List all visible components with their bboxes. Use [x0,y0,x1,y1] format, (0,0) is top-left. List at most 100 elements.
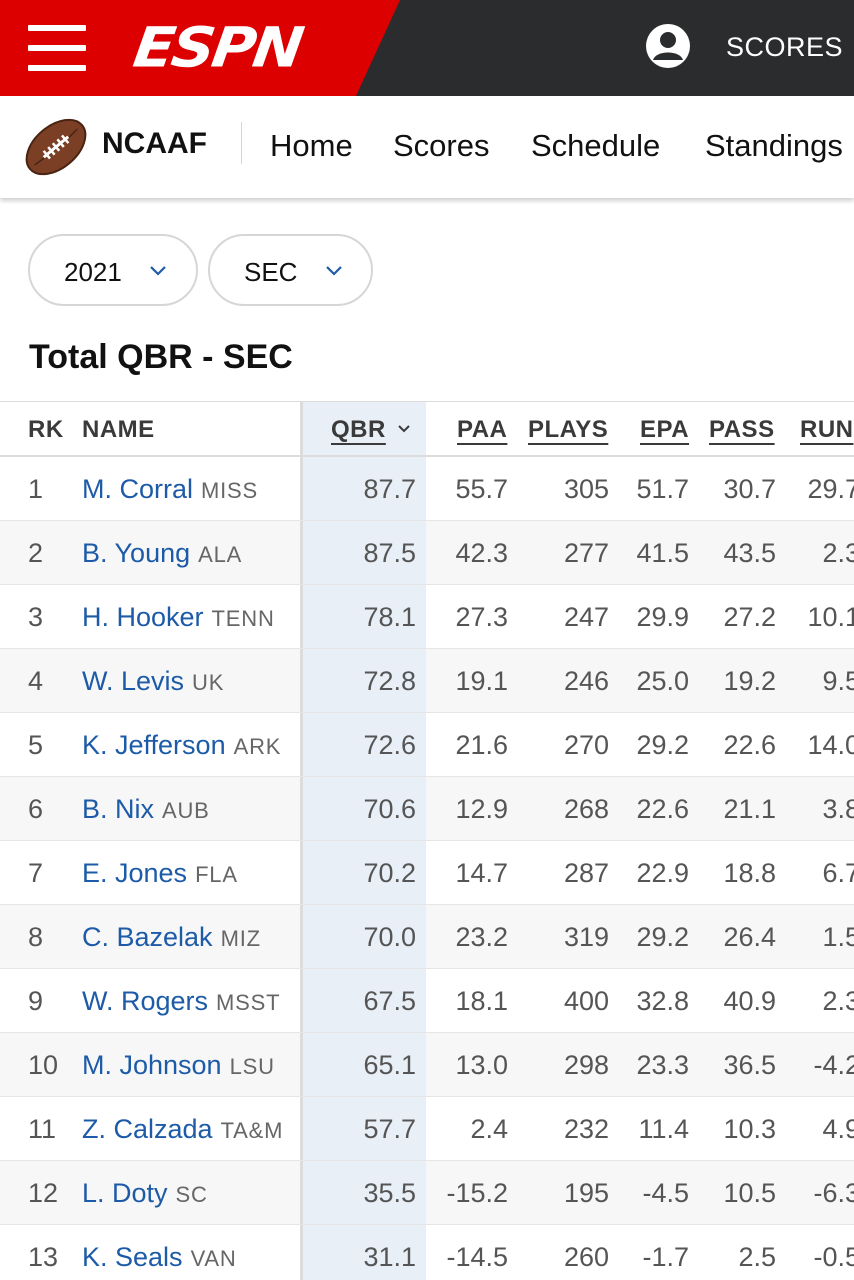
espn-top-bar: ESPN SCORES [0,0,854,96]
cell-plays: 260 [563,1242,609,1272]
player-link[interactable]: L. Doty [82,1178,168,1208]
cell-run: 6.7 [822,858,854,888]
cell-paa: 12.9 [455,794,508,824]
cell-pass: 27.2 [723,602,776,632]
team-abbrev: MSST [216,990,281,1015]
col-epa[interactable]: EPA [640,416,690,443]
qbr-table: RK NAME QBR PAA PLAYS EPA PASS RUN 1 M. C… [0,401,854,1280]
subnav-divider [241,122,242,164]
cell-pass: 43.5 [723,538,776,568]
cell-plays: 298 [563,1050,609,1080]
cell-epa: 51.7 [636,474,689,504]
cell-player: K. Seals VAN [82,1242,237,1273]
player-link[interactable]: K. Seals [82,1242,183,1272]
cell-plays: 305 [563,474,609,504]
player-link[interactable]: E. Jones [82,858,188,888]
cell-qbr: 87.7 [363,474,416,504]
table-body: 1 M. Corral MISS 87.7 55.7 305 51.7 30.7 29.7 2 B.… [0,457,854,1280]
table-row: 5 K. Jefferson ARK 72.6 21.6 270 29.2 22.6 14.0 [0,713,854,777]
espn-logo[interactable]: ESPN [129,15,305,81]
nav-home[interactable]: Home [270,128,353,163]
col-paa[interactable]: PAA [457,416,508,443]
player-link[interactable]: C. Bazelak [82,922,213,952]
table-row: 9 W. Rogers MSST 67.5 18.1 400 32.8 40.9 2.3 [0,969,854,1033]
cell-qbr: 87.5 [363,538,416,568]
cell-paa: 14.7 [455,858,508,888]
cell-pass: 10.5 [723,1178,776,1208]
cell-epa: 29.2 [636,730,689,760]
col-pass[interactable]: PASS [709,416,775,443]
cell-paa: 13.0 [455,1050,508,1080]
cell-qbr: 72.8 [363,666,416,696]
cell-epa: 29.2 [636,922,689,952]
col-plays[interactable]: PLAYS [528,416,609,443]
cell-plays: 270 [563,730,609,760]
cell-qbr: 65.1 [363,1050,416,1080]
player-link[interactable]: B. Young [82,538,191,568]
cell-qbr: 70.0 [363,922,416,952]
cell-paa: 21.6 [455,730,508,760]
cell-run: -0.5 [813,1242,854,1272]
table-row: 8 C. Bazelak MIZ 70.0 23.2 319 29.2 26.4 1.5 [0,905,854,969]
cell-epa: 22.6 [636,794,689,824]
cell-qbr: 72.6 [363,730,416,760]
menu-icon[interactable] [28,25,86,71]
cell-epa: 22.9 [636,858,689,888]
conference-dropdown[interactable]: SEC [208,234,373,306]
nav-schedule[interactable]: Schedule [531,128,661,163]
player-link[interactable]: K. Jefferson [82,730,226,760]
table-header: RK NAME QBR PAA PLAYS EPA PASS RUN [0,401,854,457]
cell-plays: 287 [563,858,609,888]
cell-qbr: 31.1 [363,1242,416,1272]
cell-epa: 23.3 [636,1050,689,1080]
cell-rank: 5 [28,730,44,760]
cell-qbr: 57.7 [363,1114,416,1144]
cell-epa: 29.9 [636,602,689,632]
col-run[interactable]: RUN [800,416,854,443]
nav-scores[interactable]: Scores [393,128,490,163]
sport-subnav: NCAAF Home Scores Schedule Standings [0,96,854,198]
frozen-column-edge [300,713,302,776]
cell-plays: 319 [563,922,609,952]
cell-paa: 18.1 [455,986,508,1016]
table-row: 6 B. Nix AUB 70.6 12.9 268 22.6 21.1 3.8 [0,777,854,841]
col-qbr[interactable]: QBR [331,416,386,443]
nav-standings[interactable]: Standings [705,128,843,163]
cell-player: M. Corral MISS [82,474,258,505]
frozen-column-edge [300,777,302,840]
cell-run: 9.5 [822,666,854,696]
player-link[interactable]: B. Nix [82,794,155,824]
season-dropdown[interactable]: 2021 [28,234,198,306]
player-link[interactable]: W. Rogers [82,986,209,1016]
user-account-icon[interactable] [645,23,691,69]
player-link[interactable]: M. Johnson [82,1050,222,1080]
cell-player: W. Rogers MSST [82,986,280,1017]
sorted-column-highlight [302,1097,426,1160]
frozen-column-edge [300,1033,302,1096]
team-abbrev: ARK [233,734,282,759]
scores-link[interactable]: SCORES [726,32,844,62]
frozen-column-edge [300,1097,302,1160]
player-link[interactable]: H. Hooker [82,602,204,632]
frozen-column-edge [300,649,302,712]
frozen-column-edge [300,969,302,1032]
cell-pass: 40.9 [723,986,776,1016]
sorted-column-highlight [302,713,426,776]
cell-epa: 25.0 [636,666,689,696]
cell-qbr: 70.2 [363,858,416,888]
sort-desc-icon [398,425,410,433]
cell-paa: 55.7 [455,474,508,504]
league-name[interactable]: NCAAF [102,127,207,160]
cell-pass: 22.6 [723,730,776,760]
cell-rank: 9 [28,986,44,1016]
cell-epa: 41.5 [636,538,689,568]
player-link[interactable]: Z. Calzada [82,1114,213,1144]
cell-run: 3.8 [822,794,854,824]
cell-player: W. Levis UK [82,666,224,697]
cell-qbr: 67.5 [363,986,416,1016]
cell-rank: 3 [28,602,44,632]
col-rk: RK [28,416,64,443]
player-link[interactable]: W. Levis [82,666,185,696]
player-link[interactable]: M. Corral [82,474,194,504]
cell-player: L. Doty SC [82,1178,208,1209]
